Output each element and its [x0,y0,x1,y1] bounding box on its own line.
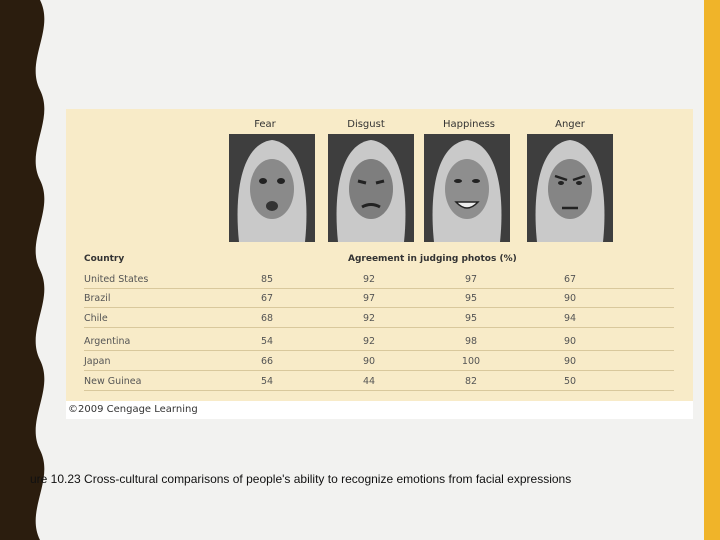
face-photo-disgust [328,134,414,242]
value-cell: 44 [362,376,376,387]
copyright-strip: ©2009 Cengage Learning [66,401,693,419]
decorative-wavy-band [0,0,45,540]
agreement-column-header: Agreement in judging photos (%) [348,254,517,264]
face-photo-fear [229,134,315,242]
country-cell: Brazil [84,293,111,304]
emotion-figure: Fear Disgust Happiness Anger [66,109,693,419]
value-cell: 68 [260,313,274,324]
value-cell: 95 [464,293,478,304]
value-cell: 97 [464,274,478,285]
value-cell: 98 [464,336,478,347]
value-cell: 82 [464,376,478,387]
value-cell: 85 [260,274,274,285]
table-row: Japan 66 90 100 90 [84,352,674,371]
emotion-header-anger: Anger [555,119,585,130]
emotion-header-disgust: Disgust [347,119,385,130]
value-cell: 67 [260,293,274,304]
value-cell: 54 [260,376,274,387]
value-cell: 92 [362,274,376,285]
table-row: New Guinea 54 44 82 50 [84,372,674,391]
value-cell: 50 [563,376,577,387]
accent-bar [704,0,720,540]
value-cell: 90 [563,336,577,347]
value-cell: 97 [362,293,376,304]
value-cell: 67 [563,274,577,285]
figure-caption: ure 10.23 Cross-cultural comparisons of … [30,472,572,486]
value-cell: 94 [563,313,577,324]
emotion-header-happiness: Happiness [442,119,496,130]
emotion-header-fear: Fear [254,119,276,130]
country-cell: New Guinea [84,376,142,387]
table-row: United States 85 92 97 67 [84,270,674,289]
table-row: Argentina 54 92 98 90 [84,332,674,351]
value-cell: 92 [362,313,376,324]
table-row: Brazil 67 97 95 90 [84,289,674,308]
table-row: Chile 68 92 95 94 [84,309,674,328]
value-cell: 90 [362,356,376,367]
country-cell: Chile [84,313,108,324]
value-cell: 54 [260,336,274,347]
value-cell: 66 [260,356,274,367]
value-cell: 90 [563,293,577,304]
face-photo-happiness [424,134,510,242]
face-photo-anger [527,134,613,242]
copyright-text: ©2009 Cengage Learning [68,404,198,415]
country-column-header: Country [84,254,125,264]
country-cell: United States [84,274,149,285]
value-cell: 100 [461,356,481,367]
value-cell: 95 [464,313,478,324]
country-cell: Japan [84,356,111,367]
value-cell: 92 [362,336,376,347]
country-cell: Argentina [84,336,131,347]
value-cell: 90 [563,356,577,367]
